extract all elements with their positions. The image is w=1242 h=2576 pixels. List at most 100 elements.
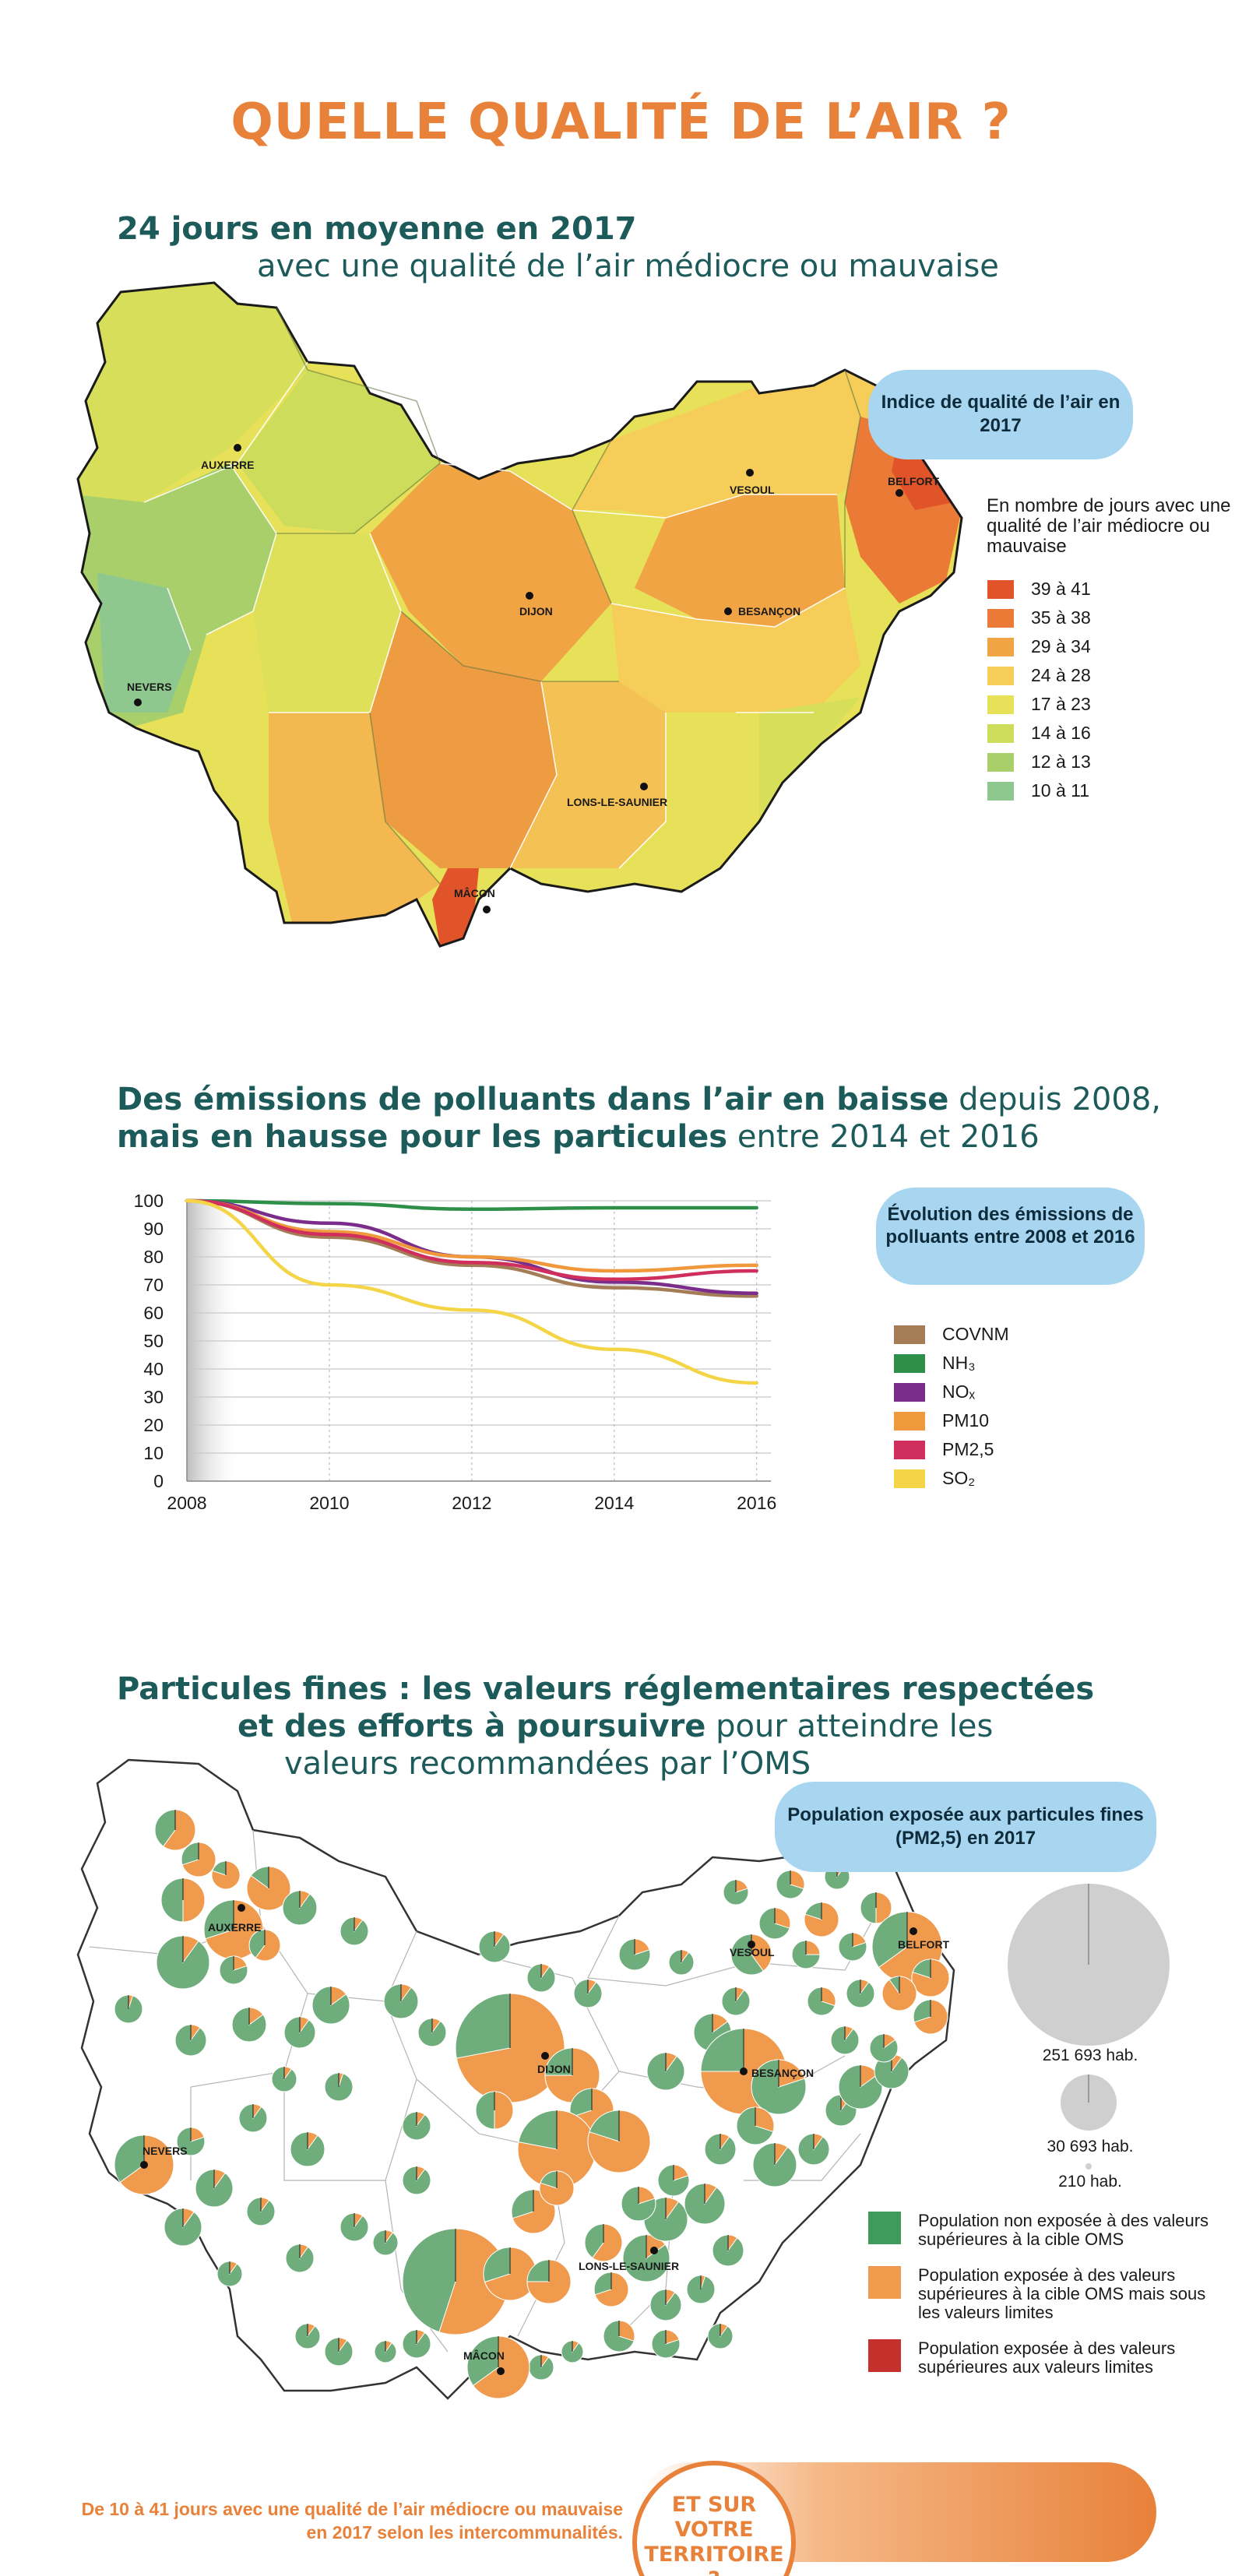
legend-swatch [894, 1325, 925, 1344]
population-pie [164, 2208, 202, 2247]
x-tick-label: 2012 [452, 1493, 491, 1511]
size-legend-label-large: 251 693 hab. [1042, 2046, 1138, 2064]
map1-city-macon: MÂCON [454, 886, 495, 899]
map1-city-besancon: BESANÇON [738, 605, 800, 618]
map2-legend-item: Population exposée à des valeurs supérie… [868, 2266, 1211, 2322]
section2-legend: COVNM NH₃ NOₓ PM10 PM2,5 SO₂ [894, 1320, 1009, 1493]
population-pie [751, 2059, 807, 2115]
population-pie [649, 2289, 682, 2321]
population-pie [618, 1938, 651, 1971]
population-pie [374, 2340, 397, 2363]
population-pie [874, 2053, 910, 2089]
legend-label: 14 à 16 [1031, 723, 1091, 743]
y-tick-label: 40 [143, 1359, 164, 1379]
footer-cta-line2: TERRITOIRE ? [644, 2543, 784, 2576]
population-pie [156, 1935, 210, 1990]
section1-legend: 39 à 41 35 à 38 29 à 34 24 à 28 17 à 23 14 à … [987, 575, 1091, 805]
legend-label: 12 à 13 [1031, 751, 1091, 772]
legend-swatch [894, 1411, 925, 1431]
section3-title: Particules fines : les valeurs réglement… [117, 1670, 1094, 1782]
population-pie [587, 2110, 651, 2173]
legend-swatch [987, 608, 1014, 628]
map1-city-vesoul: VESOUL [730, 484, 775, 496]
legend-label: Population non exposée à des valeurs sup… [918, 2211, 1209, 2249]
population-pie [517, 2110, 596, 2189]
population-pie [830, 2025, 860, 2055]
legend-label: SO₂ [942, 1468, 976, 1488]
population-pie [483, 2247, 537, 2301]
population-pie [455, 1993, 565, 2103]
population-pie [114, 1994, 143, 2024]
legend-label: 17 à 23 [1031, 694, 1091, 714]
population-pie [736, 2106, 775, 2145]
chart-legend-item: NOₓ [894, 1378, 1009, 1406]
chart-legend-item: PM2,5 [894, 1435, 1009, 1464]
size-legend-label-small: 210 hab. [1058, 2173, 1122, 2191]
population-pie [603, 2320, 635, 2353]
population-pie [402, 2329, 431, 2359]
legend-swatch [868, 2212, 901, 2244]
legend-swatch [987, 723, 1014, 743]
series-line [185, 1198, 758, 1385]
legend-swatch [987, 637, 1014, 656]
legend-swatch [987, 781, 1014, 801]
population-pie [838, 1932, 867, 1962]
population-pie [246, 1866, 291, 1911]
map1-legend-item: 10 à 11 [987, 776, 1091, 805]
x-tick-label: 2010 [309, 1493, 349, 1511]
population-pie [466, 2335, 530, 2399]
legend-swatch [987, 666, 1014, 685]
population-pie [478, 1930, 511, 1963]
air-quality-map: AUXERRE VESOUL BELFORT DIJON BESANÇON NE… [76, 281, 963, 948]
legend-label: 24 à 28 [1031, 665, 1091, 685]
y-tick-label: 90 [143, 1219, 164, 1239]
section3-legend-bubble: Population exposée aux particules fines … [775, 1782, 1156, 1872]
section2-legend-bubble: Évolution des émissions de polluants ent… [876, 1188, 1145, 1285]
population-pie [791, 1940, 821, 1969]
series-line [185, 1198, 758, 1273]
y-tick-label: 30 [143, 1387, 164, 1407]
map1-legend-item: 14 à 16 [987, 719, 1091, 748]
legend-label: PM2,5 [942, 1439, 994, 1459]
population-pie [311, 1986, 350, 2025]
map1-legend-item: 17 à 23 [987, 690, 1091, 719]
section1-title-light: avec une qualité de l’air médiocre ou ma… [257, 248, 999, 284]
legend-label: 29 à 34 [1031, 636, 1091, 656]
legend-swatch [868, 2339, 901, 2372]
map1-city-nevers: NEVERS [127, 681, 172, 693]
population-pie [668, 1949, 695, 1976]
population-pie [646, 2052, 685, 2091]
population-pie [797, 2133, 830, 2166]
population-pie [869, 2033, 899, 2063]
population-pie [573, 1979, 603, 2008]
y-tick-label: 80 [143, 1247, 164, 1267]
population-pie [860, 1892, 892, 1924]
footer-text: De 10 à 41 jours avec une qualité de l’a… [62, 2497, 623, 2544]
chart-legend-item: SO₂ [894, 1464, 1009, 1493]
map2-city-besancon: BESANÇON [751, 2067, 814, 2079]
population-pie [838, 2064, 883, 2110]
population-pie [686, 2275, 716, 2304]
size-legend-label-medium: 30 693 hab. [1047, 2138, 1134, 2155]
section2-title-line2-light: entre 2014 et 2016 [737, 1119, 1040, 1155]
population-pie [712, 2234, 744, 2267]
population-pie [730, 1934, 772, 1976]
population-pie [881, 1976, 917, 2011]
map2-city-dijon: DIJON [537, 2063, 571, 2075]
population-pie [758, 1907, 791, 1940]
y-tick-label: 60 [143, 1303, 164, 1323]
population-pie [176, 2127, 206, 2156]
footer-text-line2: en 2017 selon les intercommunalités. [306, 2522, 624, 2543]
x-tick-label: 2014 [594, 1493, 634, 1511]
legend-label: 10 à 11 [1031, 780, 1090, 801]
population-pie [622, 2234, 670, 2282]
map1-legend-item: 24 à 28 [987, 661, 1091, 690]
section3-title-line2-light: pour atteindre les [716, 1709, 994, 1744]
legend-swatch [894, 1382, 925, 1402]
population-pie [913, 1999, 948, 2035]
population-pie [561, 2340, 584, 2363]
section1-legend-note: En nombre de jours avec une qualité de l… [987, 495, 1231, 557]
population-pie [271, 2066, 297, 2092]
population-pie [593, 2272, 629, 2307]
y-tick-label: 0 [153, 1471, 164, 1491]
